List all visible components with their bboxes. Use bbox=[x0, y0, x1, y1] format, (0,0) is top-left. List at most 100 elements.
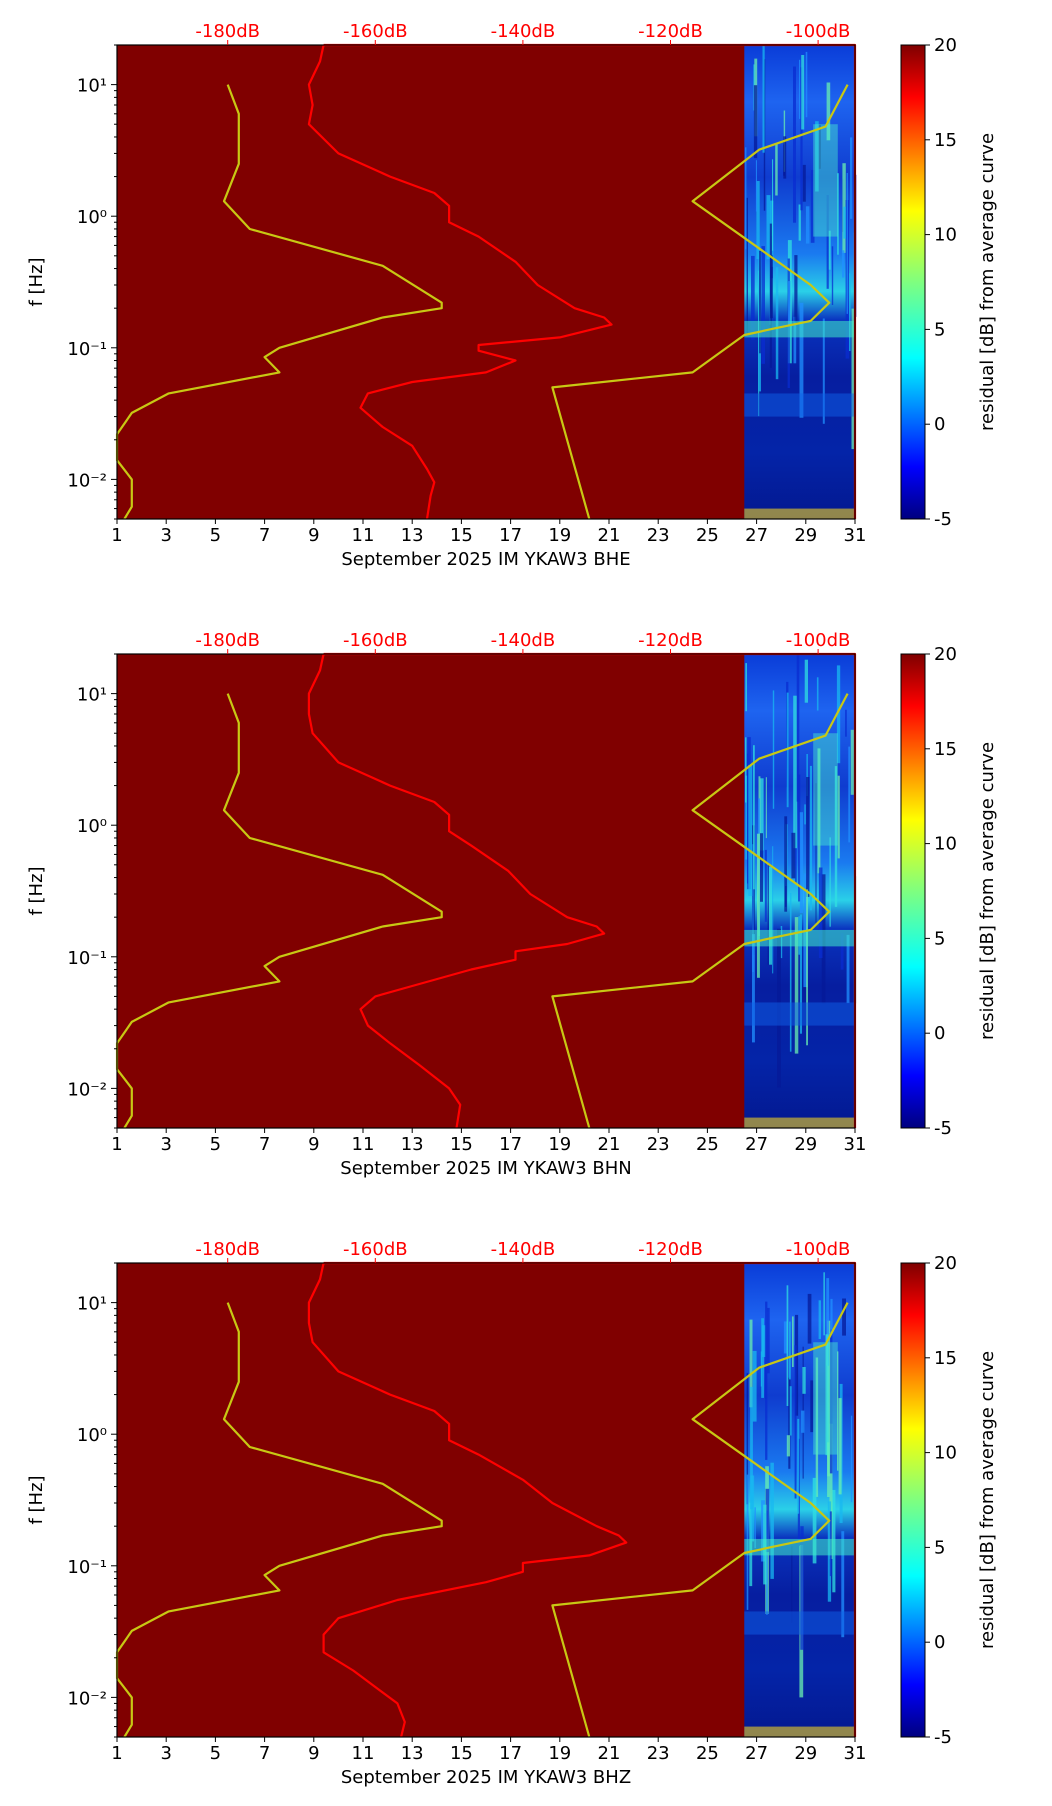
top-tick-label: -140dB bbox=[491, 630, 556, 651]
spectrogram-streak bbox=[747, 753, 749, 884]
plot-background bbox=[117, 1263, 855, 1737]
x-tick-label: 19 bbox=[548, 525, 571, 546]
spectrogram-streak bbox=[825, 1334, 829, 1456]
y-tick-label: 10⁻² bbox=[67, 470, 107, 491]
x-tick-label: 23 bbox=[647, 1743, 670, 1764]
x-tick-label: 7 bbox=[259, 1134, 270, 1155]
spectrogram-streak bbox=[748, 764, 753, 896]
x-tick-label: 13 bbox=[401, 1743, 424, 1764]
colorbar-tick-label: 5 bbox=[934, 319, 945, 340]
spectrogram-streak bbox=[802, 1367, 806, 1394]
spectrogram-streak bbox=[761, 1500, 765, 1562]
colorbar-tick-label: 5 bbox=[934, 928, 945, 949]
colorbar-tick-label: 10 bbox=[934, 834, 957, 855]
plot-frame bbox=[116, 1262, 856, 1738]
colorbar bbox=[900, 653, 926, 1129]
spectrogram-streak bbox=[772, 159, 774, 251]
y-tick-label: 10⁻¹ bbox=[67, 339, 107, 360]
top-tick-label: -140dB bbox=[491, 1239, 556, 1260]
spectrogram-streak bbox=[828, 230, 831, 270]
y-tick-label: 10⁻² bbox=[67, 1688, 107, 1709]
noise-model-curve bbox=[307, 1262, 628, 1738]
spectrogram-streak bbox=[846, 173, 848, 314]
spectrogram-streak bbox=[838, 1398, 842, 1495]
spectrogram-streak bbox=[799, 812, 803, 913]
spectrogram-streak bbox=[789, 1386, 792, 1436]
colorbar-tick-label: 20 bbox=[934, 644, 957, 665]
spectrogram-streak bbox=[846, 934, 850, 1004]
y-tick-label: 10⁻¹ bbox=[67, 1557, 107, 1578]
spectrogram-streak bbox=[745, 775, 749, 860]
x-tick-label: 13 bbox=[401, 1134, 424, 1155]
spectrogram-streak bbox=[745, 147, 747, 250]
colorbar-tick-label: 0 bbox=[934, 414, 945, 435]
colorbar-tick-label: 15 bbox=[934, 130, 957, 151]
spectrogram-streak bbox=[850, 137, 853, 219]
spectrogram-streak bbox=[793, 316, 797, 364]
y-tick-label: 10⁰ bbox=[77, 816, 107, 837]
spectrogram-band bbox=[744, 1611, 855, 1635]
spectrogram-streak bbox=[750, 1386, 753, 1510]
spectrogram-streak bbox=[767, 1307, 770, 1374]
spectrogram-streak bbox=[849, 273, 851, 351]
spectrogram-streak bbox=[753, 85, 758, 159]
x-tick-label: 29 bbox=[794, 525, 817, 546]
noise-model-curve bbox=[551, 84, 849, 520]
spectrogram-streak bbox=[829, 837, 831, 927]
spectrogram-streak bbox=[756, 181, 760, 260]
spectrogram-streak bbox=[759, 250, 761, 354]
y-tick-label: 10¹ bbox=[77, 685, 107, 706]
spectrogram-blob bbox=[813, 1342, 838, 1455]
top-tick-label: -120dB bbox=[638, 630, 703, 651]
x-tick-label: 15 bbox=[450, 525, 473, 546]
x-tick-label: 13 bbox=[401, 525, 424, 546]
spectrogram-streak bbox=[816, 677, 819, 711]
colorbar-tick-label: 15 bbox=[934, 1348, 957, 1369]
spectrogram-streak bbox=[826, 1278, 830, 1366]
x-tick-label: 9 bbox=[308, 525, 319, 546]
spectrogram-band bbox=[744, 508, 855, 519]
spectrogram-streak bbox=[830, 1298, 833, 1330]
spectrogram-streak bbox=[807, 1293, 812, 1344]
plot-background bbox=[117, 45, 855, 519]
spectrogram-streak bbox=[794, 917, 799, 1054]
spectrogram-band bbox=[744, 1538, 855, 1556]
spectrogram-streak bbox=[745, 663, 747, 712]
x-tick-label: 3 bbox=[160, 525, 171, 546]
top-tick-label: -180dB bbox=[195, 1239, 260, 1260]
spectrogram-streak bbox=[799, 302, 804, 418]
spectrogram-streak bbox=[818, 867, 823, 958]
spectrogram-streak bbox=[812, 1477, 817, 1564]
y-axis-label: f [Hz] bbox=[26, 1475, 47, 1524]
spectrogram-streak bbox=[810, 170, 815, 243]
spectrogram-streak bbox=[765, 777, 767, 839]
spectrogram-streak bbox=[837, 775, 840, 859]
top-tick-label: -120dB bbox=[638, 1239, 703, 1260]
spectrogram-streak bbox=[749, 1319, 753, 1408]
x-tick-label: 17 bbox=[499, 1134, 522, 1155]
spectrogram-streak bbox=[786, 1285, 789, 1406]
spectrogram-streak bbox=[788, 281, 791, 327]
spectrogram-streak bbox=[845, 709, 847, 737]
spectrogram-streak bbox=[836, 665, 841, 764]
spectrogram-streak bbox=[829, 1333, 833, 1474]
colorbar-tick-label: 5 bbox=[934, 1537, 945, 1558]
colorbar-tick-label: 20 bbox=[934, 35, 957, 56]
spectrogram-streak bbox=[842, 1298, 846, 1336]
spectrogram-streak bbox=[746, 1373, 749, 1505]
spectrogram-streak bbox=[752, 1350, 757, 1422]
x-tick-label: 25 bbox=[696, 525, 719, 546]
spectrogram-streak bbox=[755, 160, 757, 212]
spectrogram-streak bbox=[799, 59, 801, 119]
spectrogram-streak bbox=[786, 1435, 790, 1457]
x-tick-label: 27 bbox=[745, 1743, 768, 1764]
spectrogram-streak bbox=[752, 844, 754, 972]
y-tick-label: 10¹ bbox=[77, 1294, 107, 1315]
top-tick-label: -180dB bbox=[195, 630, 260, 651]
plot-frame bbox=[116, 653, 856, 1129]
spectrogram-streak bbox=[798, 774, 801, 902]
spectrogram-streak bbox=[759, 833, 763, 902]
x-tick-label: 31 bbox=[844, 525, 867, 546]
